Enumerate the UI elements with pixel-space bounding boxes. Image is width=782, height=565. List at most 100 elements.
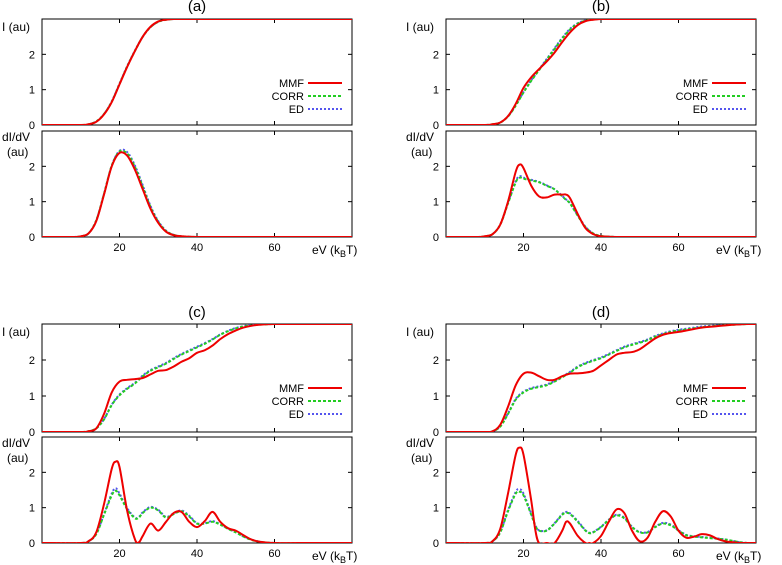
legend-label: MMF [683,383,708,395]
x-tick-label: 20 [113,242,125,254]
y-axis-label: I (au) [2,20,30,34]
y-tick-label: 1 [29,85,35,97]
series-line-ed [446,324,756,432]
series-line-corr [446,176,756,237]
y-tick-label: 0 [29,538,35,550]
y-tick-label: 1 [29,503,35,515]
x-tick-label: 40 [595,548,607,560]
y-tick-label: 1 [433,391,439,403]
y-tick-label: 0 [29,120,35,132]
y-tick-label: 1 [433,197,439,209]
plot-frame [41,18,353,126]
y-axis-label: dI/dV [406,130,434,144]
y-tick-label: 2 [433,467,439,479]
x-axis-label-subscript: B [744,555,750,565]
y-tick-label: 0 [29,232,35,244]
plot-frame [445,18,757,126]
legend-label: CORR [676,396,708,408]
legend-label: ED [693,104,708,116]
series-line-corr [446,19,756,125]
y-tick-label: 0 [433,120,439,132]
series-line-corr [42,324,352,432]
conductance-subplot: 0 1 2 20 40 60 dI/dV(au) eV (kBT) [2,436,357,565]
series-line-ed [42,487,352,543]
x-tick-label: 20 [113,548,125,560]
y-axis-label: dI/dV [2,130,30,144]
x-axis-label-subscript: B [340,249,346,259]
y-tick-label: 2 [29,161,35,173]
x-tick-label: 20 [517,242,529,254]
conductance-subplot: 0 1 2 20 40 60 dI/dV(au) eV (kBT) [406,436,761,565]
legend-label: MMF [279,78,304,90]
series-line-mmf [446,446,756,543]
x-tick-label: 40 [191,242,203,254]
y-axis-label: dI/dV [406,436,434,450]
series-line-ed [446,175,756,237]
plot-frame [445,323,757,433]
y-axis-label: I (au) [406,20,434,34]
y-axis-label: I (au) [406,325,434,339]
y-tick-label: 1 [29,197,35,209]
legend-label: CORR [676,91,708,103]
panel-title: (d) [592,304,610,321]
series-line-corr [42,19,352,125]
x-tick-label: 40 [191,548,203,560]
series-line-corr [42,149,352,237]
y-axis-label: (au) [411,451,432,465]
plot-frame [41,130,353,238]
x-tick-label: 40 [595,242,607,254]
x-tick-label: 60 [672,242,684,254]
series-line-ed [446,19,756,125]
y-tick-label: 2 [29,467,35,479]
series-line-corr [42,489,352,543]
series-line-mmf [446,163,756,237]
y-tick-label: 1 [433,503,439,515]
panel-title: (b) [592,0,610,15]
panel-title: (a) [188,0,206,15]
series-line-mmf [446,19,756,125]
y-tick-label: 0 [433,538,439,550]
x-axis-label-subscript: B [340,555,346,565]
y-tick-label: 2 [29,355,35,367]
y-tick-label: 1 [433,85,439,97]
y-axis-label: (au) [7,451,28,465]
conductance-subplot: 0 1 2 20 40 60 dI/dV(au) eV (kBT) [406,130,761,259]
y-axis-label: (au) [7,145,28,159]
x-tick-label: 60 [672,548,684,560]
legend-label: CORR [272,396,304,408]
y-tick-label: 1 [29,391,35,403]
x-axis-label: eV (kBT) [312,243,357,259]
series-line-ed [42,324,352,432]
x-axis-label: eV (kBT) [716,549,761,565]
panel-title: (c) [188,304,206,321]
x-axis-label-end: T) [346,549,357,563]
y-tick-label: 0 [433,427,439,439]
x-axis-label-end: T) [750,243,761,257]
series-line-mmf [42,460,352,543]
y-tick-label: 2 [433,355,439,367]
y-axis-label: dI/dV [2,436,30,450]
x-axis-label-subscript: B [744,249,750,259]
series-line-corr [446,324,756,432]
y-tick-label: 2 [29,49,35,61]
y-axis-label: (au) [411,145,432,159]
legend-label: ED [289,104,304,116]
series-line-ed [42,148,352,237]
x-tick-label: 60 [268,548,280,560]
plot-frame [445,130,757,238]
x-axis-label-main: eV (k [716,549,745,563]
series-line-mmf [42,19,352,125]
x-axis-label-main: eV (k [312,243,341,257]
legend-label: MMF [279,383,304,395]
y-tick-label: 0 [433,232,439,244]
conductance-subplot: 0 1 2 20 40 60 dI/dV(au) eV (kBT) [2,130,357,259]
legend-label: MMF [683,78,708,90]
series-line-mmf [42,151,352,237]
